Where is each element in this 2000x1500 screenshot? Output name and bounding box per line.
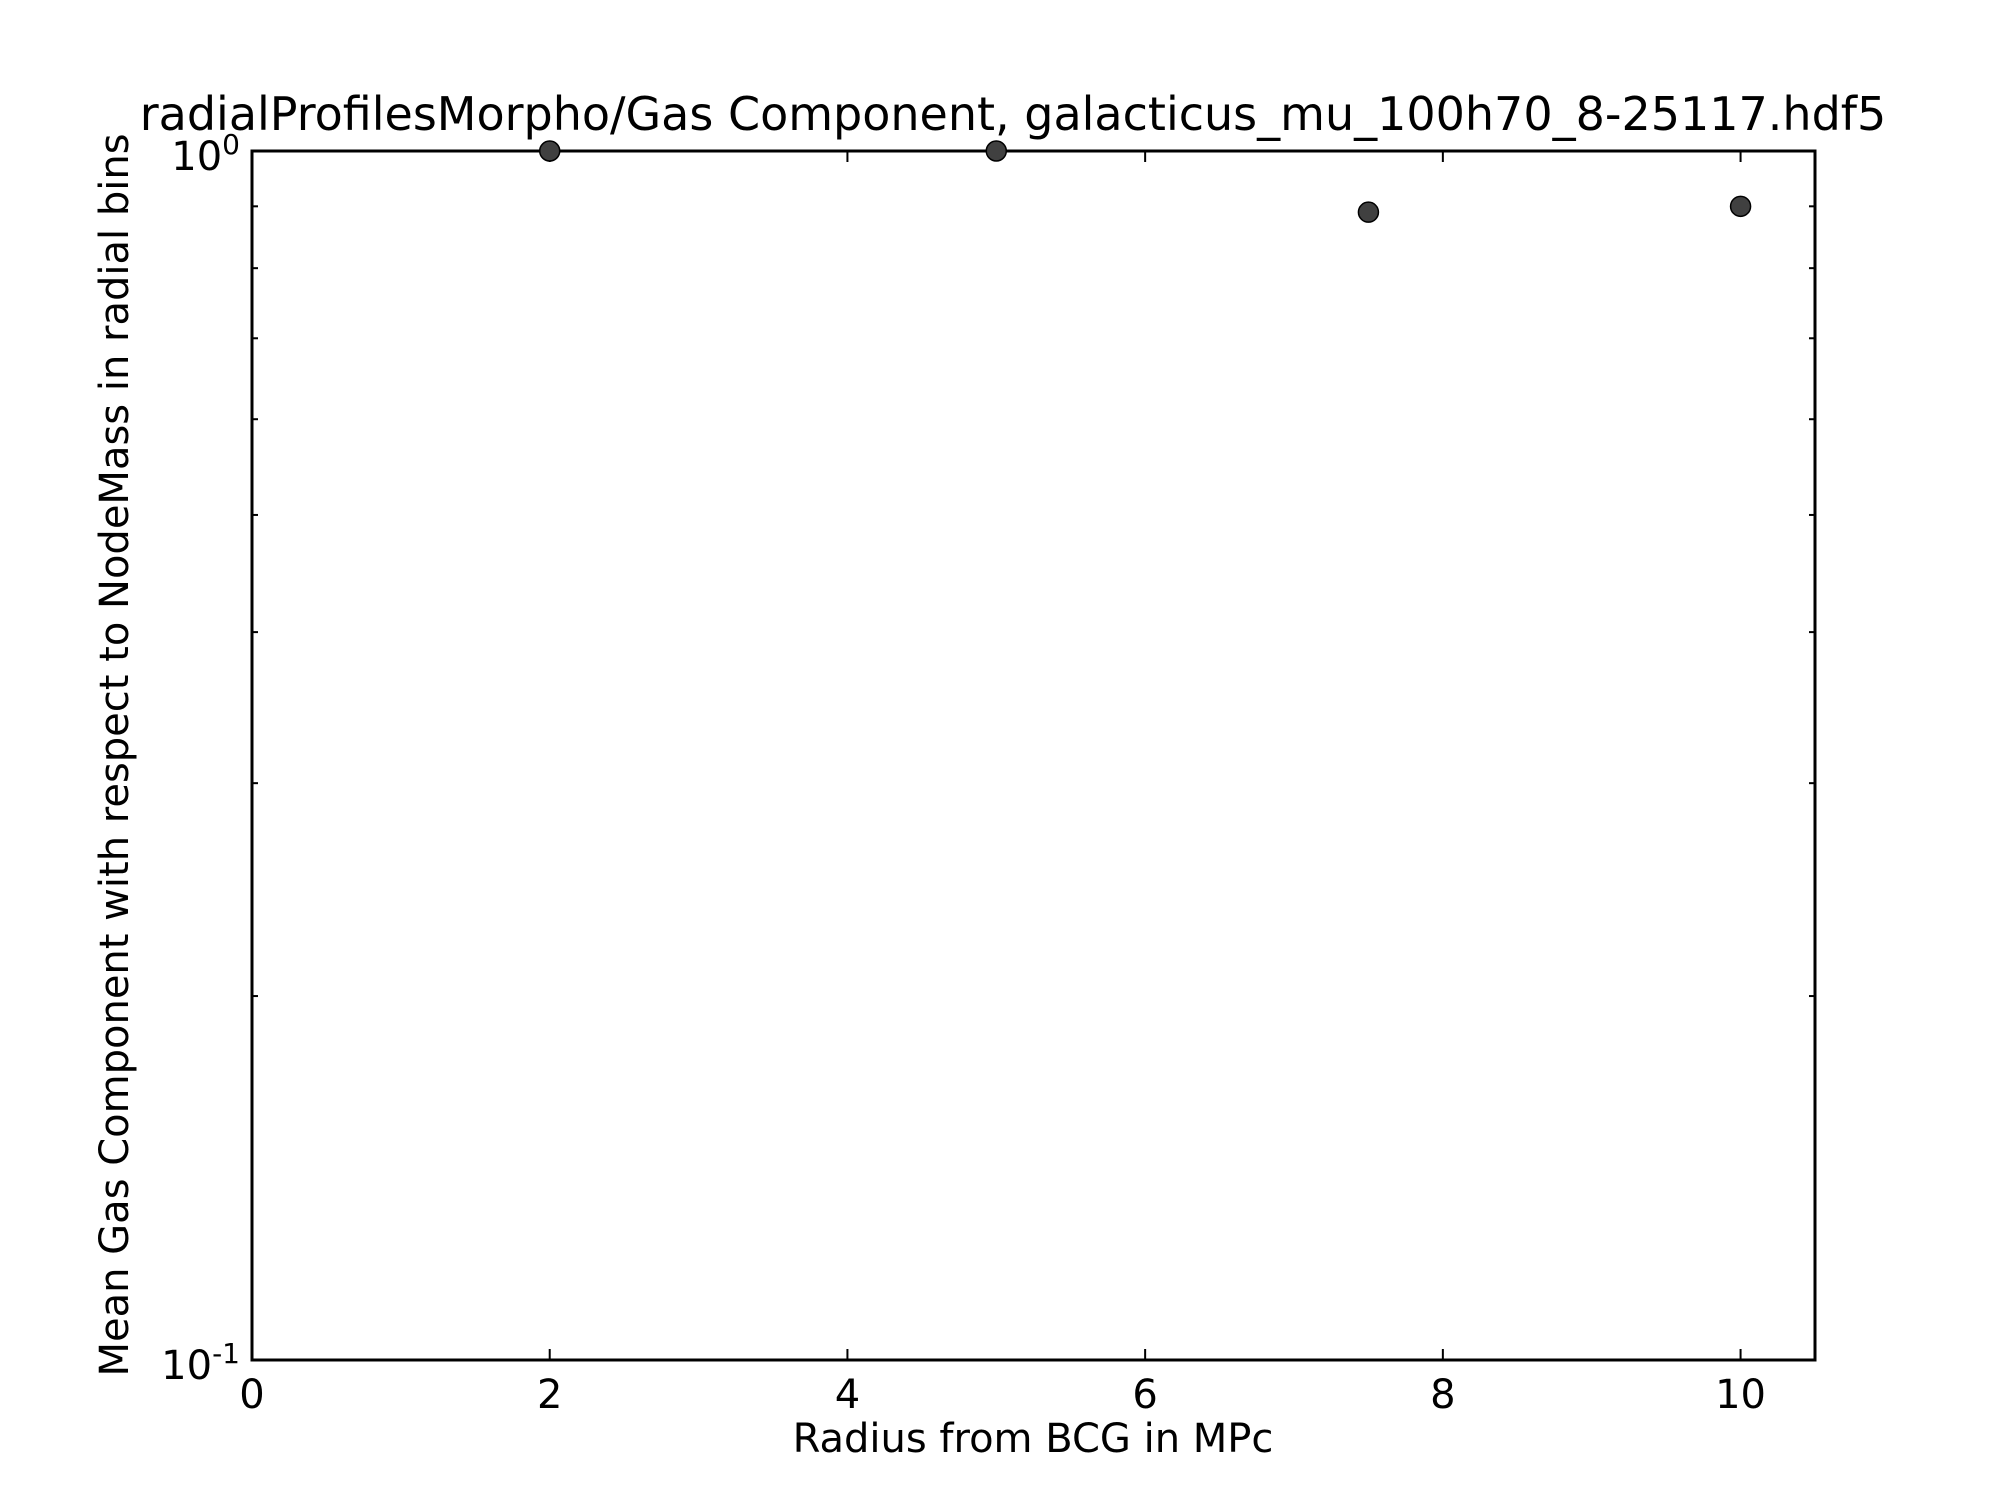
x-tick-label: 2 (537, 1372, 562, 1418)
data-point (1357, 201, 1380, 223)
x-tick-label: 8 (1430, 1372, 1455, 1418)
x-axis-label: Radius from BCG in MPc (793, 1416, 1274, 1462)
y-tick-label: 100 (171, 128, 240, 180)
x-tick-label: 4 (835, 1372, 860, 1418)
data-point (538, 140, 561, 162)
data-point (985, 140, 1008, 162)
data-point (1729, 195, 1752, 218)
y-tick-label: 10-1 (161, 1337, 240, 1389)
y-axis-label: Mean Gas Component with respect to NodeM… (92, 133, 138, 1376)
x-tick-label: 10 (1715, 1372, 1766, 1418)
y-axis-ticks: 100 10-1 (161, 128, 1815, 1389)
chart-title: radialProfilesMorpho/Gas Component, gala… (140, 87, 1886, 141)
x-tick-label: 0 (239, 1372, 264, 1418)
x-tick-label: 6 (1132, 1372, 1157, 1418)
x-axis-ticks: 0 2 4 6 8 10 (239, 151, 1766, 1418)
data-points (538, 140, 1752, 223)
plot-frame (250, 149, 1817, 1362)
